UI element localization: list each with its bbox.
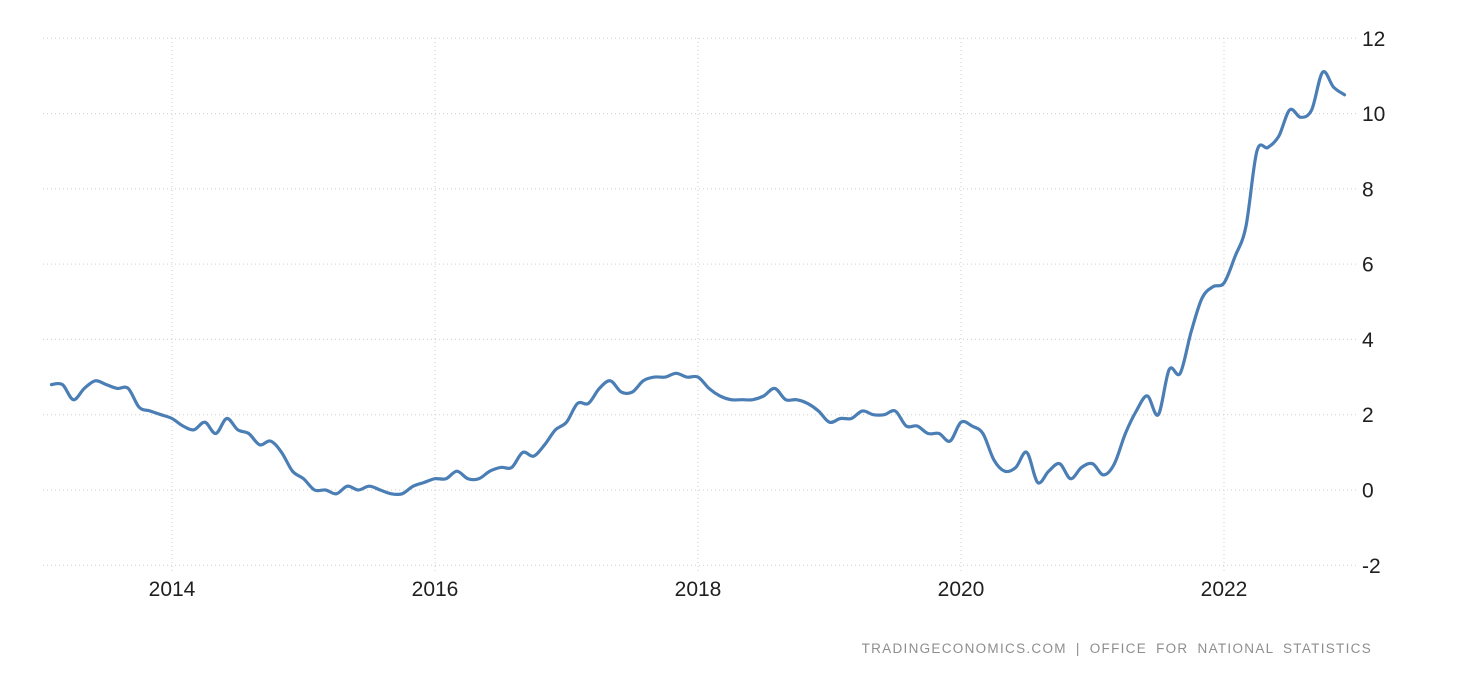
x-tick-label: 2018 — [675, 578, 722, 601]
y-tick-label: 2 — [1362, 404, 1374, 427]
plot-area[interactable] — [43, 38, 1356, 572]
inflation-line — [49, 70, 1347, 497]
y-tick-label: 6 — [1362, 254, 1374, 277]
x-tick-label: 2016 — [412, 578, 459, 601]
source-attribution: TRADINGECONOMICS.COM | OFFICE FOR NATION… — [861, 641, 1372, 656]
y-tick-label: 4 — [1362, 329, 1374, 352]
x-tick-label: 2014 — [149, 578, 196, 601]
y-tick-label: 8 — [1362, 178, 1374, 201]
y-tick-label: 0 — [1362, 480, 1374, 503]
y-tick-label: -2 — [1362, 555, 1381, 578]
y-tick-label: 12 — [1362, 28, 1385, 51]
x-tick-label: 2022 — [1201, 578, 1248, 601]
x-tick-label: 2020 — [938, 578, 985, 601]
y-tick-label: 10 — [1362, 103, 1385, 126]
